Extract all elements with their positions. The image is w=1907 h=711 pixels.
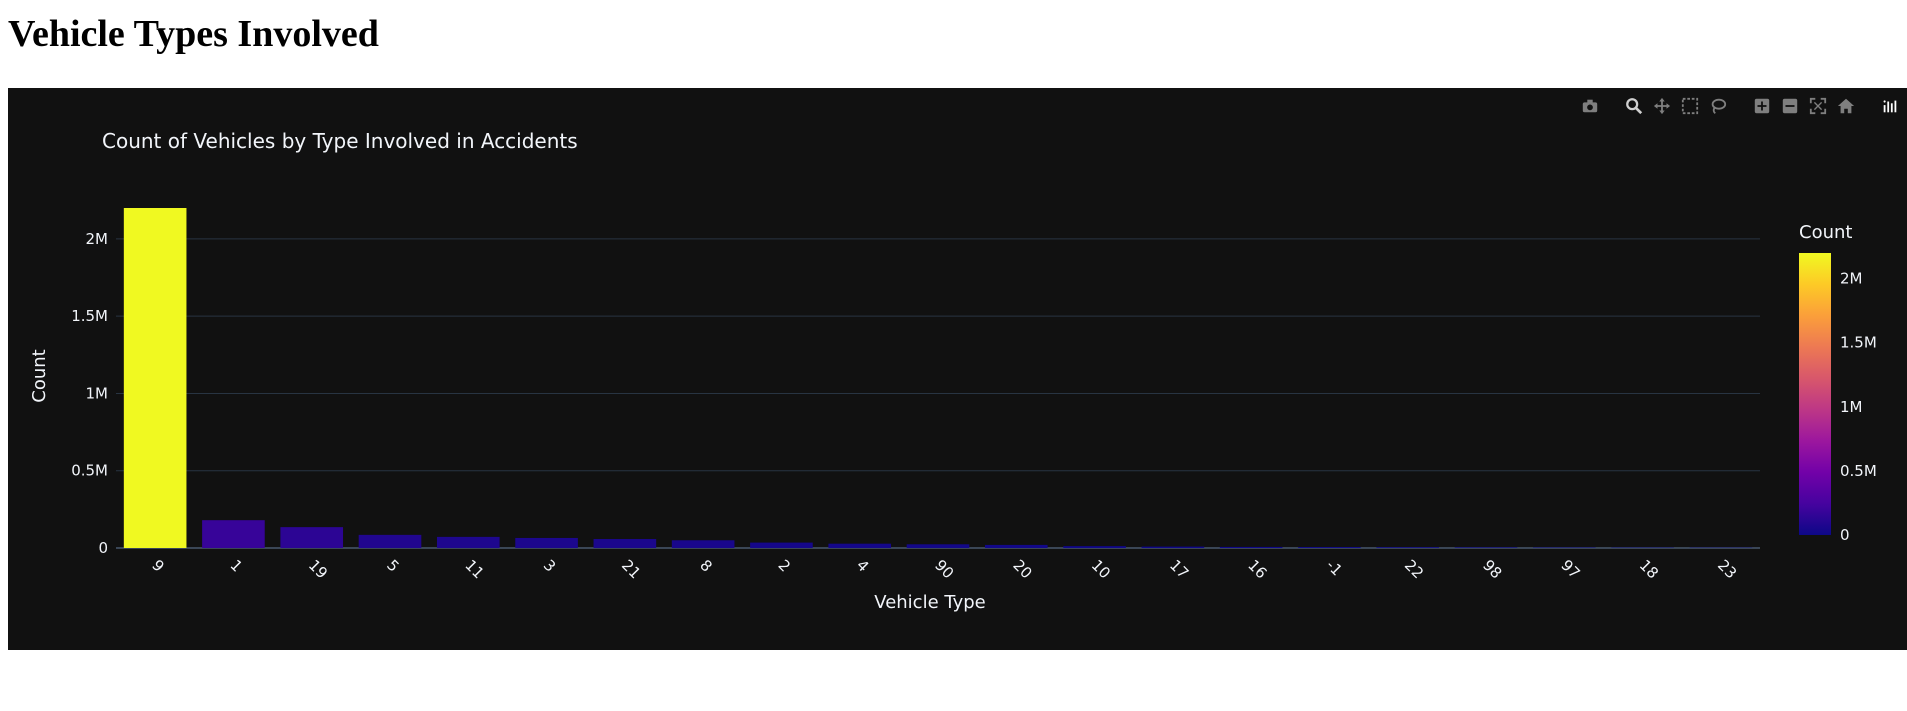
- x-tick-label: 22: [1401, 556, 1427, 582]
- bar-4[interactable]: [828, 543, 892, 548]
- colorbar-tick-label: 0.5M: [1840, 462, 1877, 480]
- bar-chart: Count of Vehicles by Type Involved in Ac…: [29, 129, 1877, 613]
- bar-21[interactable]: [593, 539, 657, 548]
- x-tick-label: 97: [1557, 556, 1583, 582]
- bar-8[interactable]: [671, 540, 735, 548]
- bar-3[interactable]: [515, 537, 578, 548]
- x-tick-label: 3: [540, 556, 559, 575]
- page-title: Vehicle Types Involved: [8, 13, 379, 55]
- x-tick-label: 10: [1088, 556, 1114, 582]
- pan-icon[interactable]: [1651, 95, 1673, 117]
- x-tick-label: 11: [461, 556, 487, 582]
- y-tick-label: 1.5M: [71, 307, 108, 325]
- y-tick-label: 2M: [86, 230, 109, 248]
- bar--1[interactable]: [1298, 547, 1361, 548]
- colorbar: [1799, 253, 1831, 535]
- y-tick-label: 1M: [86, 384, 109, 402]
- bar-16[interactable]: [1219, 546, 1283, 548]
- x-tick-label: 19: [305, 556, 331, 582]
- y-axis-label: Count: [29, 349, 50, 402]
- x-tick-label: 1: [227, 556, 246, 575]
- x-tick-label: 2: [775, 556, 794, 575]
- colorbar-tick-label: 1.5M: [1840, 334, 1877, 352]
- x-tick-label: 8: [696, 556, 715, 575]
- camera-icon[interactable]: [1579, 95, 1601, 117]
- x-tick-label: 9: [148, 556, 167, 575]
- bar-9[interactable]: [123, 208, 187, 548]
- y-tick-label: 0: [98, 539, 108, 557]
- y-tick-label: 0.5M: [71, 462, 108, 480]
- x-tick-label: 18: [1636, 556, 1662, 582]
- plotly-logo-icon[interactable]: [1879, 95, 1901, 117]
- bar-2[interactable]: [750, 542, 813, 548]
- x-tick-label: 4: [853, 556, 872, 575]
- x-tick-label: 23: [1714, 556, 1740, 582]
- x-tick-label: 17: [1166, 556, 1192, 582]
- colorbar-tick-label: 0: [1840, 526, 1850, 544]
- bar-98[interactable]: [1454, 547, 1518, 548]
- x-tick-label: 21: [618, 556, 644, 582]
- bar-17[interactable]: [1141, 546, 1205, 548]
- colorbar-title: Count: [1799, 222, 1852, 243]
- x-tick-label: 90: [931, 556, 957, 582]
- autoscale-icon[interactable]: [1807, 95, 1829, 117]
- box-select-icon[interactable]: [1679, 95, 1701, 117]
- plot-panel: Count of Vehicles by Type Involved in Ac…: [8, 88, 1907, 650]
- zoom-icon[interactable]: [1623, 95, 1645, 117]
- colorbar-tick-label: 2M: [1840, 270, 1863, 288]
- x-tick-label: 20: [1009, 556, 1035, 582]
- bar-1[interactable]: [202, 520, 265, 548]
- bar-20[interactable]: [984, 544, 1048, 548]
- zoom-out-icon[interactable]: [1779, 95, 1801, 117]
- x-tick-label: 16: [1244, 556, 1270, 582]
- modebar: [1579, 92, 1901, 120]
- x-tick-label: 98: [1479, 556, 1505, 582]
- zoom-in-icon[interactable]: [1751, 95, 1773, 117]
- bar-10[interactable]: [1063, 546, 1126, 548]
- colorbar-tick-label: 1M: [1840, 398, 1863, 416]
- bar-11[interactable]: [436, 536, 500, 548]
- bar-19[interactable]: [280, 527, 344, 548]
- x-axis-label: Vehicle Type: [874, 592, 985, 613]
- x-tick-label: -1: [1323, 556, 1346, 579]
- home-icon[interactable]: [1835, 95, 1857, 117]
- bar-22[interactable]: [1376, 547, 1440, 548]
- chart-title: Count of Vehicles by Type Involved in Ac…: [102, 129, 578, 153]
- x-tick-label: 5: [383, 556, 402, 575]
- bar-5[interactable]: [358, 534, 422, 548]
- lasso-icon[interactable]: [1707, 95, 1729, 117]
- bar-90[interactable]: [906, 544, 970, 548]
